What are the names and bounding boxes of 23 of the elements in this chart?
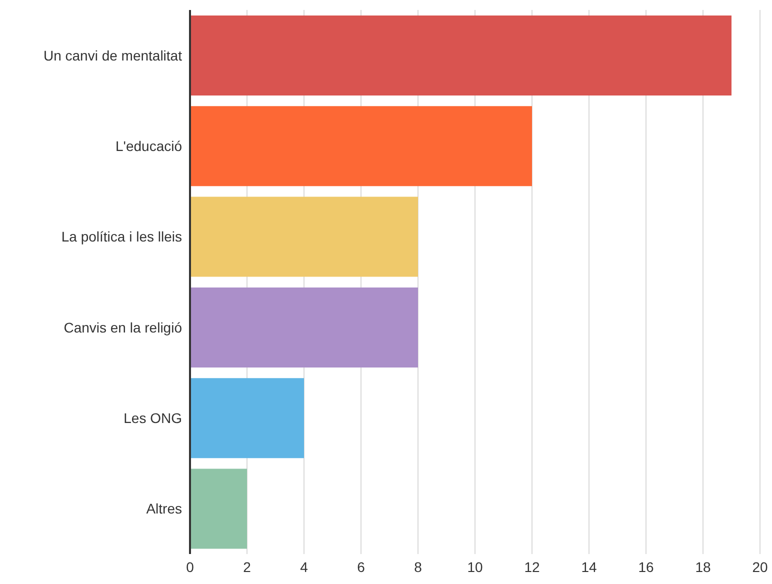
x-tick-label: 18 (695, 558, 711, 575)
x-tick-label: 6 (357, 558, 366, 575)
bar (190, 15, 732, 96)
bar (190, 106, 532, 186)
bar (190, 378, 304, 458)
x-tick-label: 4 (300, 558, 308, 575)
bar (190, 287, 418, 368)
x-tick-label: 20 (752, 558, 768, 575)
bar (190, 196, 418, 277)
x-tick-label: 12 (524, 558, 540, 575)
y-tick-label: La política i les lleis (61, 228, 182, 245)
x-tick-label: 10 (467, 558, 483, 575)
y-tick-label: Altres (146, 500, 182, 517)
x-tick-label: 2 (243, 558, 252, 575)
y-tick-label: Un canvi de mentalitat (43, 47, 182, 64)
x-tick-label: 8 (414, 558, 422, 575)
x-tick-label: 0 (186, 558, 194, 575)
y-tick-label: Les ONG (124, 410, 182, 426)
y-tick-label: Canvis en la religió (64, 319, 182, 336)
x-tick-label: 16 (638, 558, 654, 575)
y-tick-label: L'educació (116, 138, 182, 154)
x-tick-label: 14 (581, 558, 597, 575)
bar (190, 468, 247, 549)
